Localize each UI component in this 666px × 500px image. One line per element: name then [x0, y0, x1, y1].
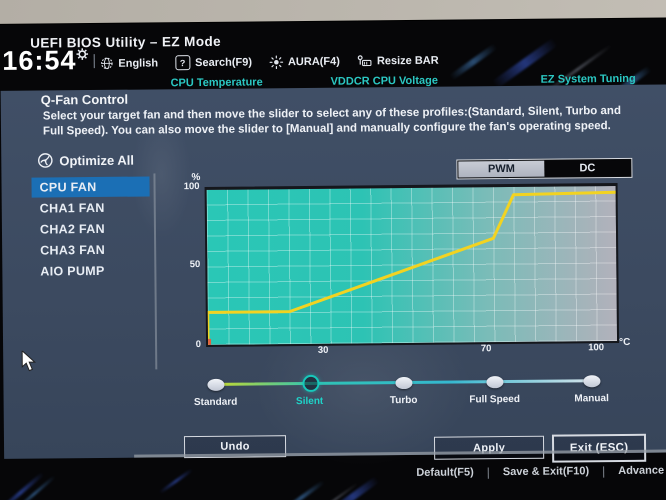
pwm-dc-toggle: PWM DC — [456, 157, 633, 180]
header-menu: English ? Search(F9) — [100, 53, 439, 71]
dc-option[interactable]: DC — [544, 159, 631, 177]
fan-item-aio-pump[interactable]: AIO PUMP — [40, 263, 105, 279]
gear-icon[interactable] — [76, 48, 89, 60]
fan-item-cha1-fan[interactable]: CHA1 FAN — [39, 200, 105, 216]
fan-list: CPU FAN CHA1 FAN CHA2 FAN CHA3 FAN AIO P… — [31, 176, 150, 282]
y-tick-100: 100 — [183, 180, 200, 193]
x-axis-unit: °C — [619, 336, 631, 348]
bg-ez-system-tuning-label: EZ System Tuning — [540, 72, 636, 86]
slider-label-silent[interactable]: Silent — [295, 395, 324, 408]
pwm-option[interactable]: PWM — [458, 160, 545, 178]
footer-divider: | — [486, 465, 490, 480]
fan-item-cha3-fan[interactable]: CHA3 FAN — [40, 242, 106, 258]
fan-curve-chart — [204, 182, 620, 347]
question-icon: ? — [175, 55, 191, 71]
aura-button[interactable]: AURA(F4) — [269, 54, 340, 69]
qfan-control-panel: Q-Fan Control Select your target fan and… — [0, 84, 666, 469]
search-label: Search(F9) — [195, 55, 253, 69]
light-streak — [278, 479, 326, 500]
apply-button[interactable]: Apply — [433, 435, 545, 460]
resize-bar-label: Resize BAR — [376, 54, 439, 67]
language-label: English — [118, 56, 159, 70]
slider-label-turbo[interactable]: Turbo — [389, 394, 418, 407]
exit-button[interactable]: Exit (ESC) — [551, 433, 647, 463]
light-streak — [326, 476, 380, 500]
fan-curve — [206, 190, 618, 345]
sun-icon — [269, 54, 283, 69]
slider-label-full-speed[interactable]: Full Speed — [469, 393, 520, 406]
search-button[interactable]: ? Search(F9) — [175, 54, 253, 71]
header-divider: | — [92, 51, 97, 70]
resize-bar-icon — [357, 55, 372, 67]
footer-bar: Default(F5) | Save & Exit(F10) | Advance — [416, 462, 666, 480]
qfan-description: Select your target fan and then move the… — [42, 104, 622, 138]
save-exit-f10-button[interactable]: Save & Exit(F10) — [502, 465, 590, 479]
clock: 16:54 — [2, 45, 77, 76]
qfan-title: Q-Fan Control — [40, 91, 129, 108]
resize-bar-button[interactable]: Resize BAR — [357, 54, 439, 68]
footer-divider: | — [602, 464, 606, 479]
slider-stop-turbo[interactable] — [395, 376, 413, 390]
mouse-cursor — [21, 350, 37, 372]
advanced-mode-button[interactable]: Advance — [618, 464, 665, 477]
slider-stop-standard[interactable] — [207, 378, 225, 391]
aura-label: AURA(F4) — [287, 55, 340, 68]
slider-label-manual[interactable]: Manual — [574, 393, 609, 405]
x-tick-30: 30 — [317, 344, 329, 356]
slider-stop-manual[interactable] — [583, 375, 601, 388]
y-tick-0: 0 — [195, 338, 202, 351]
slider-handle-silent[interactable] — [302, 374, 320, 393]
light-streak — [0, 471, 45, 500]
x-tick-100: 100 — [588, 342, 605, 354]
slider-label-standard[interactable]: Standard — [193, 396, 238, 409]
slider-stop-full-speed[interactable] — [486, 376, 504, 389]
light-streak — [158, 468, 194, 495]
x-tick-70: 70 — [480, 343, 492, 355]
bg-cpu-temperature-label: CPU Temperature — [170, 76, 263, 90]
fan-icon — [38, 153, 53, 168]
optimize-all-label: Optimize All — [59, 152, 135, 168]
fan-item-cha2-fan[interactable]: CHA2 FAN — [39, 221, 105, 237]
fan-item-cpu-fan[interactable]: CPU FAN — [31, 176, 150, 198]
bg-vddcr-voltage-label: VDDCR CPU Voltage — [330, 74, 438, 88]
default-f5-button[interactable]: Default(F5) — [416, 466, 474, 479]
bios-screen: UEFI BIOS Utility – EZ Mode 16:54 | — [0, 18, 666, 500]
globe-icon — [101, 57, 113, 70]
optimize-all-button[interactable]: Optimize All — [37, 152, 134, 169]
y-tick-50: 50 — [189, 258, 201, 271]
language-button[interactable]: English — [100, 56, 158, 70]
